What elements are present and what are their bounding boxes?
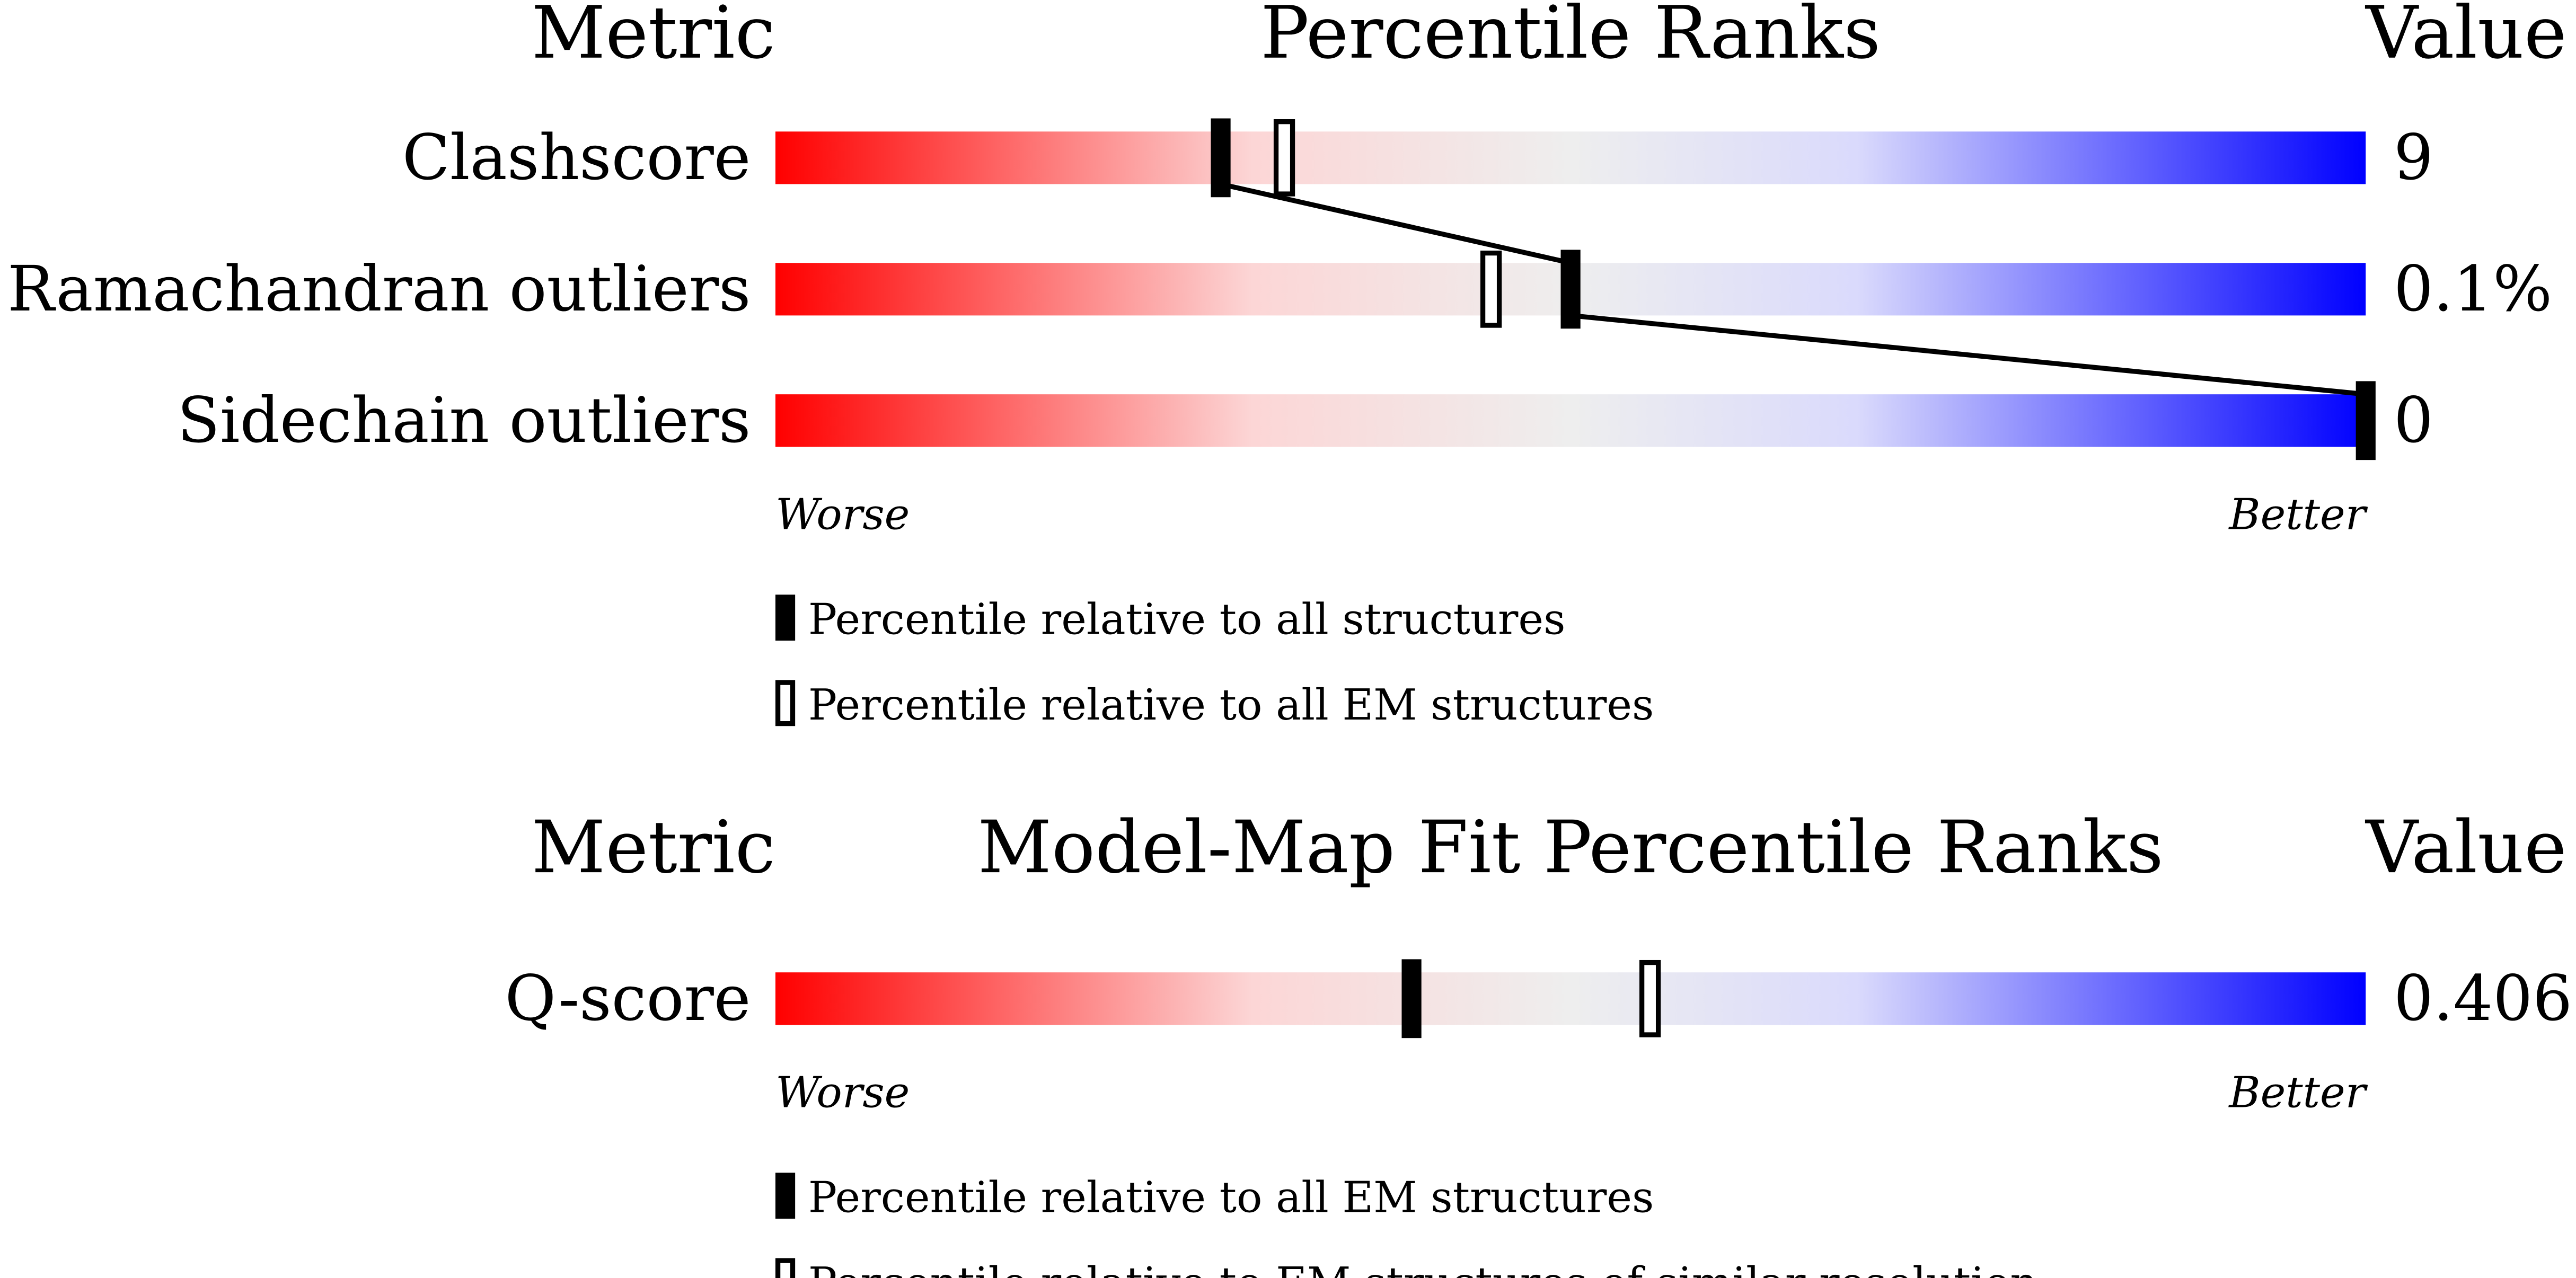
metric-header: Metric	[532, 805, 775, 890]
percentile-marker	[1273, 119, 1295, 197]
percentile-marker	[1401, 959, 1422, 1039]
metric-value: 9	[2394, 121, 2433, 194]
metric-label: Sidechain outliers	[177, 384, 751, 457]
metric-value: 0	[2394, 384, 2433, 457]
metric-label: Q-score	[505, 962, 751, 1035]
legend-label: Percentile relative to all structures	[808, 595, 1566, 645]
worse-label: Worse	[775, 490, 910, 539]
slider-bar	[775, 394, 2366, 447]
metric-label: Ramachandran outliers	[7, 253, 751, 325]
value-header: Value	[2365, 805, 2566, 890]
metric-value: 0.1%	[2394, 253, 2552, 325]
legend-icon	[775, 1258, 796, 1278]
legend-label: Percentile relative to EM structures of …	[808, 1258, 2037, 1278]
metric-label: Clashscore	[402, 121, 751, 194]
metric-header: Metric	[532, 0, 775, 75]
legend-icon	[775, 594, 796, 641]
better-label: Better	[2228, 490, 2368, 539]
slider-bar	[775, 131, 2366, 184]
panel-title: Percentile Ranks	[1260, 0, 1881, 75]
percentile-marker	[1639, 960, 1661, 1037]
legend-icon	[775, 680, 796, 726]
percentile-marker	[1480, 250, 1502, 328]
worse-label: Worse	[775, 1068, 910, 1117]
connector-line	[1570, 313, 2366, 397]
connector-line	[1220, 181, 1572, 265]
better-label: Better	[2228, 1068, 2368, 1117]
slider-bar	[775, 972, 2366, 1025]
legend-label: Percentile relative to all EM structures	[808, 1173, 1654, 1223]
panel-title: Model-Map Fit Percentile Ranks	[977, 805, 2163, 890]
legend-label: Percentile relative to all EM structures	[808, 680, 1654, 730]
metric-value: 0.406	[2394, 962, 2572, 1035]
value-header: Value	[2365, 0, 2566, 75]
legend-icon	[775, 1173, 796, 1219]
